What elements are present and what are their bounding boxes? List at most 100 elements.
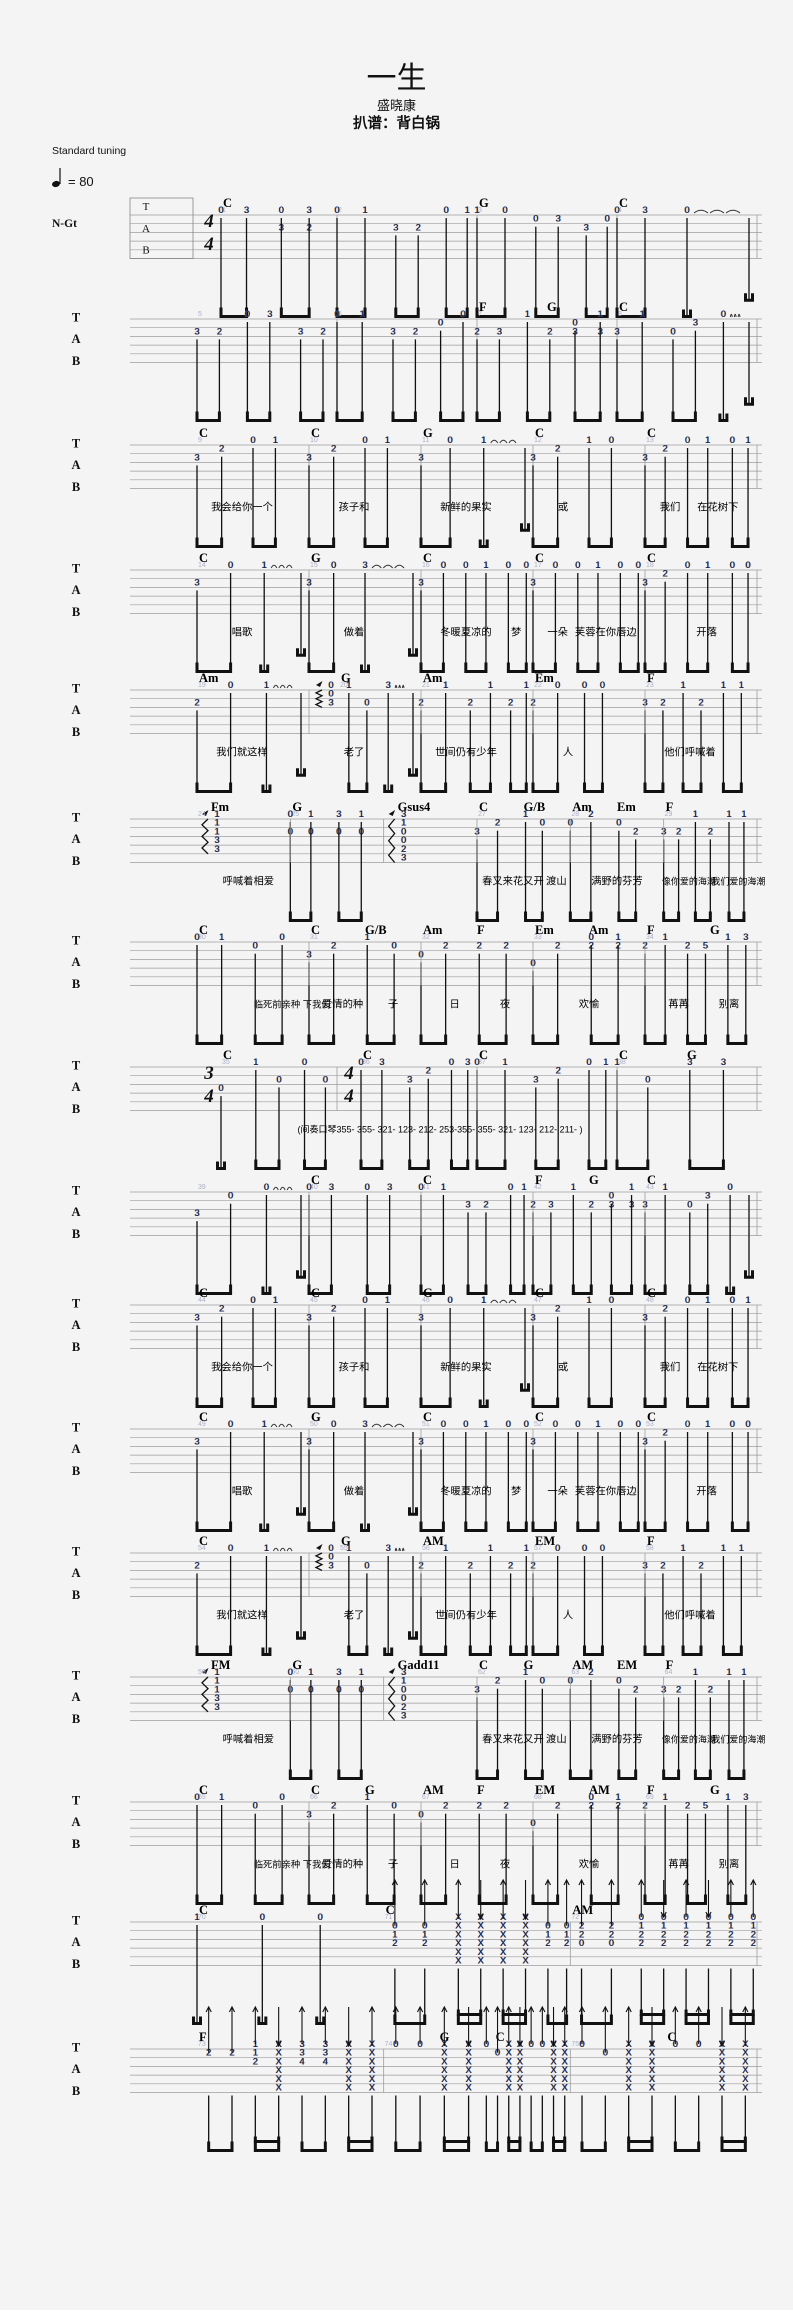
svg-text:我们: 我们 bbox=[660, 1361, 681, 1374]
svg-text:0: 0 bbox=[730, 1295, 735, 1305]
svg-text:G: G bbox=[589, 1173, 599, 1187]
svg-text:0: 0 bbox=[306, 1182, 311, 1192]
svg-text:3: 3 bbox=[642, 577, 647, 587]
svg-text:2: 2 bbox=[331, 941, 336, 951]
svg-text:2: 2 bbox=[426, 1066, 431, 1076]
svg-text:冬暖夏凉的: 冬暖夏凉的 bbox=[440, 626, 491, 639]
svg-text:T: T bbox=[72, 1914, 81, 1928]
svg-text:X: X bbox=[369, 2083, 375, 2093]
svg-text:A: A bbox=[71, 1935, 80, 1949]
svg-text:3: 3 bbox=[642, 205, 647, 215]
svg-text:0: 0 bbox=[365, 1182, 370, 1192]
svg-text:T: T bbox=[143, 201, 150, 213]
svg-text:3: 3 bbox=[401, 1711, 406, 1721]
svg-text:T: T bbox=[72, 682, 81, 696]
svg-text:我们就这样: 我们就这样 bbox=[216, 1609, 267, 1622]
svg-text:F: F bbox=[477, 1783, 485, 1797]
svg-text:B: B bbox=[72, 977, 80, 991]
svg-text:0: 0 bbox=[448, 1295, 453, 1305]
svg-text:0: 0 bbox=[506, 560, 511, 570]
svg-text:T: T bbox=[72, 1059, 81, 1073]
svg-text:1: 1 bbox=[725, 1792, 730, 1802]
svg-text:2: 2 bbox=[194, 1560, 199, 1570]
svg-text:3: 3 bbox=[328, 697, 333, 707]
svg-text:3: 3 bbox=[390, 326, 395, 336]
svg-text:1: 1 bbox=[741, 1667, 746, 1677]
svg-text:X: X bbox=[478, 1956, 484, 1966]
svg-text:欢愉: 欢愉 bbox=[579, 1858, 600, 1871]
svg-text:3: 3 bbox=[530, 1312, 535, 1322]
svg-text:0: 0 bbox=[331, 560, 336, 570]
svg-text:梦: 梦 bbox=[511, 627, 521, 639]
svg-text:0: 0 bbox=[582, 1543, 587, 1553]
svg-text:23: 23 bbox=[646, 682, 654, 689]
svg-text:3: 3 bbox=[693, 318, 698, 328]
svg-text:0: 0 bbox=[418, 1182, 423, 1192]
svg-text:X: X bbox=[626, 2083, 632, 2093]
svg-text:1: 1 bbox=[721, 680, 726, 690]
svg-text:我会给你一个: 我会给你一个 bbox=[211, 1361, 273, 1374]
svg-text:X: X bbox=[562, 2083, 568, 2093]
svg-text:64: 64 bbox=[665, 1669, 673, 1676]
svg-text:G: G bbox=[687, 1048, 697, 1062]
svg-text:0: 0 bbox=[609, 435, 614, 445]
svg-text:我们就这样: 我们就这样 bbox=[216, 746, 267, 759]
svg-text:老了: 老了 bbox=[344, 1609, 365, 1622]
svg-text:3: 3 bbox=[418, 452, 423, 462]
svg-text:3: 3 bbox=[194, 1208, 199, 1218]
svg-text:0: 0 bbox=[609, 1938, 614, 1948]
svg-text:X: X bbox=[522, 1956, 528, 1966]
svg-text:0: 0 bbox=[684, 205, 689, 215]
svg-text:3: 3 bbox=[214, 844, 219, 854]
svg-text:3: 3 bbox=[203, 1063, 214, 1084]
svg-text:3: 3 bbox=[387, 1182, 392, 1192]
svg-text:2: 2 bbox=[504, 941, 509, 951]
svg-text:0: 0 bbox=[555, 680, 560, 690]
svg-text:50: 50 bbox=[310, 1421, 318, 1428]
svg-text:5: 5 bbox=[703, 941, 708, 951]
svg-text:B: B bbox=[72, 1227, 80, 1241]
svg-text:31: 31 bbox=[310, 934, 318, 941]
svg-text:2: 2 bbox=[547, 326, 552, 336]
svg-text:1: 1 bbox=[262, 560, 267, 570]
svg-text:苒苒: 苒苒 bbox=[668, 1858, 689, 1871]
svg-text:芙蓉在你唇边: 芙蓉在你唇边 bbox=[575, 626, 637, 639]
svg-text:我会给你一个: 我会给你一个 bbox=[211, 501, 273, 514]
svg-text:A: A bbox=[71, 1815, 80, 1829]
svg-text:T: T bbox=[72, 1297, 81, 1311]
svg-text:2: 2 bbox=[555, 1304, 560, 1314]
svg-text:58: 58 bbox=[646, 1545, 654, 1552]
svg-text:9: 9 bbox=[198, 437, 202, 444]
svg-text:1: 1 bbox=[521, 1182, 526, 1192]
svg-text:0: 0 bbox=[618, 1419, 623, 1429]
svg-text:1: 1 bbox=[219, 1792, 224, 1802]
svg-text:A: A bbox=[71, 458, 80, 472]
svg-text:在花树下: 在花树下 bbox=[697, 1361, 738, 1374]
svg-text:11: 11 bbox=[422, 437, 429, 444]
svg-text:夜: 夜 bbox=[500, 1858, 510, 1871]
svg-text:2: 2 bbox=[392, 1938, 397, 1948]
svg-text:G: G bbox=[524, 1658, 534, 1672]
svg-text:开落: 开落 bbox=[696, 1486, 717, 1498]
svg-text:芙蓉在你唇边: 芙蓉在你唇边 bbox=[575, 1485, 637, 1498]
svg-text:0: 0 bbox=[364, 697, 369, 707]
svg-text:0: 0 bbox=[250, 1295, 255, 1305]
svg-text:1: 1 bbox=[586, 1295, 591, 1305]
svg-text:2: 2 bbox=[253, 2056, 258, 2066]
svg-text:3: 3 bbox=[362, 560, 367, 570]
svg-text:0: 0 bbox=[575, 560, 580, 570]
svg-text:X: X bbox=[517, 2083, 523, 2093]
svg-text:像你爱的海潮: 像你爱的海潮 bbox=[662, 1734, 716, 1745]
svg-text:1: 1 bbox=[595, 1419, 600, 1429]
svg-text:0: 0 bbox=[444, 205, 449, 215]
svg-text:EM: EM bbox=[617, 1658, 637, 1672]
svg-text:2: 2 bbox=[219, 1304, 224, 1314]
svg-text:21: 21 bbox=[422, 682, 430, 689]
svg-text:T: T bbox=[72, 1184, 81, 1198]
svg-text:16: 16 bbox=[422, 562, 430, 569]
svg-text:B: B bbox=[72, 854, 80, 868]
svg-text:0: 0 bbox=[276, 1074, 281, 1084]
svg-text:A: A bbox=[71, 832, 80, 846]
svg-text:0: 0 bbox=[218, 1083, 223, 1093]
svg-text:1: 1 bbox=[262, 1419, 267, 1429]
